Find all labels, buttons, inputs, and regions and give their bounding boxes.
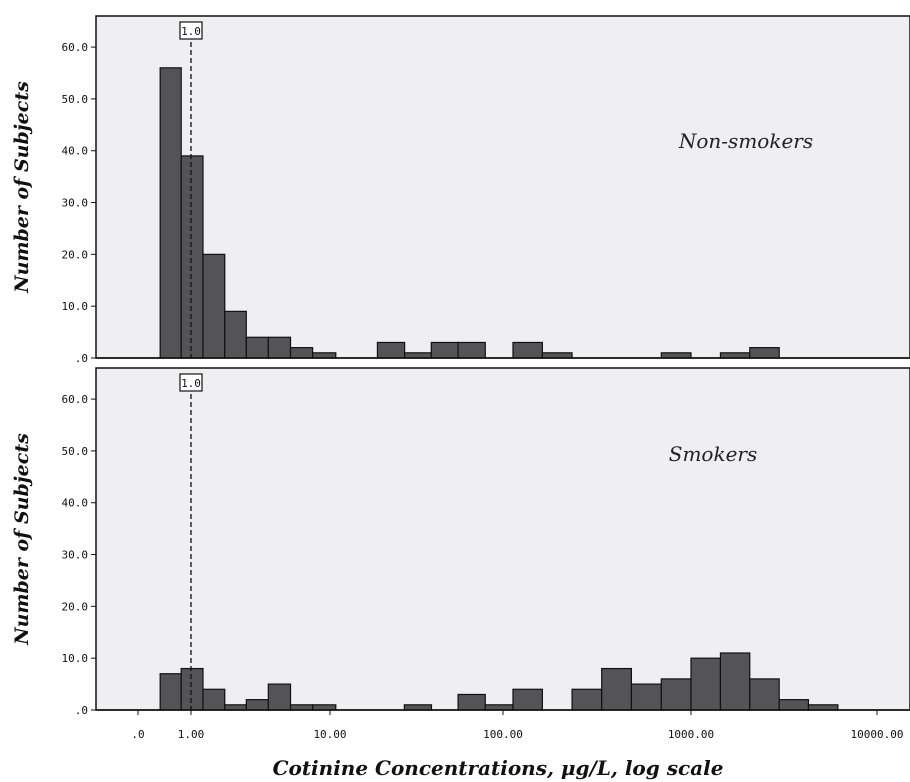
histogram-bar (512, 341, 543, 359)
panel-title: Smokers (669, 442, 758, 466)
histogram-bar (749, 678, 780, 711)
reference-label-box (179, 21, 203, 40)
panel-background (95, 15, 910, 359)
histogram-bar (430, 341, 459, 359)
histogram-bar (202, 253, 226, 359)
histogram-bar (660, 352, 692, 359)
y-tick-label: 10.0 (62, 300, 89, 313)
histogram-bar (778, 699, 810, 711)
histogram-bar (457, 693, 486, 711)
y-tick-label: 20.0 (62, 248, 89, 261)
x-tick-label: 10000.00 (851, 728, 904, 741)
y-tick-label: .0 (75, 352, 88, 365)
x-tick-label: .0 (131, 728, 144, 741)
y-tick-label: .0 (75, 704, 88, 717)
x-tick-label: 10.00 (313, 728, 346, 741)
histogram-bar (245, 336, 269, 359)
y-tick-label: 50.0 (62, 445, 89, 458)
y-tick-label: 10.0 (62, 652, 89, 665)
x-tick-label: 1.00 (178, 728, 205, 741)
y-tick-label: 40.0 (62, 497, 89, 510)
histogram-bar (312, 352, 337, 359)
x-axis: .0 1.00 10.00 100.00 1000.00 10000.00 (131, 710, 903, 741)
histogram-bar (571, 688, 603, 711)
histogram-bar (289, 347, 314, 359)
y-tick-label: 20.0 (62, 600, 89, 613)
histogram-bar (267, 336, 292, 359)
reference-label-box (179, 373, 203, 392)
x-axis-label: Cotinine Concentrations, μg/L, log scale (273, 756, 724, 780)
reference-label: 1.0 (181, 377, 201, 390)
histogram-bar (541, 352, 573, 359)
histogram-bar (749, 347, 780, 359)
histogram-bar (376, 341, 406, 359)
histogram-bar (312, 704, 337, 711)
x-tick-label: 100.00 (483, 728, 523, 741)
histogram-bar (807, 704, 839, 711)
histogram-bar (289, 704, 314, 711)
y-tick-label: 60.0 (62, 41, 89, 54)
histogram-bar (224, 310, 247, 359)
panels-group: .0 10.0 20.0 30.0 40.0 50.0 60.0 1.0 Non-smokers… (11, 15, 910, 717)
histogram-bar (719, 652, 751, 711)
y-axis-label: Number of Subjects (11, 433, 33, 646)
histogram-bar (245, 699, 269, 711)
histogram-bar (404, 352, 432, 359)
y-axis-label: Number of Subjects (11, 81, 33, 294)
histogram-bar (660, 678, 692, 711)
histogram-bar (601, 667, 633, 711)
histogram-bar (159, 67, 182, 359)
histogram-bar (180, 155, 204, 359)
panel-background (95, 367, 910, 711)
histogram-bar (224, 704, 247, 711)
y-tick-label: 60.0 (62, 393, 89, 406)
histogram-bar (159, 673, 182, 711)
reference-label: 1.0 (181, 25, 201, 38)
histogram-bar (202, 688, 226, 711)
histogram-bar (457, 341, 486, 359)
histogram-bar (180, 667, 204, 711)
histogram-bar (690, 657, 722, 711)
x-tick-label: 1000.00 (668, 728, 714, 741)
y-tick-label: 40.0 (62, 145, 89, 158)
histogram-bar (630, 683, 662, 711)
histogram-bar (267, 683, 292, 711)
panel-title: Non-smokers (678, 129, 813, 153)
y-tick-label: 30.0 (62, 197, 89, 210)
panel-smokers: .0 10.0 20.0 30.0 40.0 50.0 60.0 1.0 Smokers Numb… (11, 367, 910, 717)
histogram-bar (403, 704, 433, 711)
panel-non-smokers: .0 10.0 20.0 30.0 40.0 50.0 60.0 1.0 Non-smokers… (11, 15, 910, 365)
histogram-bar (719, 352, 751, 359)
y-tick-label: 30.0 (62, 549, 89, 562)
histogram-bar (484, 704, 514, 711)
histogram-bar (512, 688, 543, 711)
y-tick-label: 50.0 (62, 93, 89, 106)
